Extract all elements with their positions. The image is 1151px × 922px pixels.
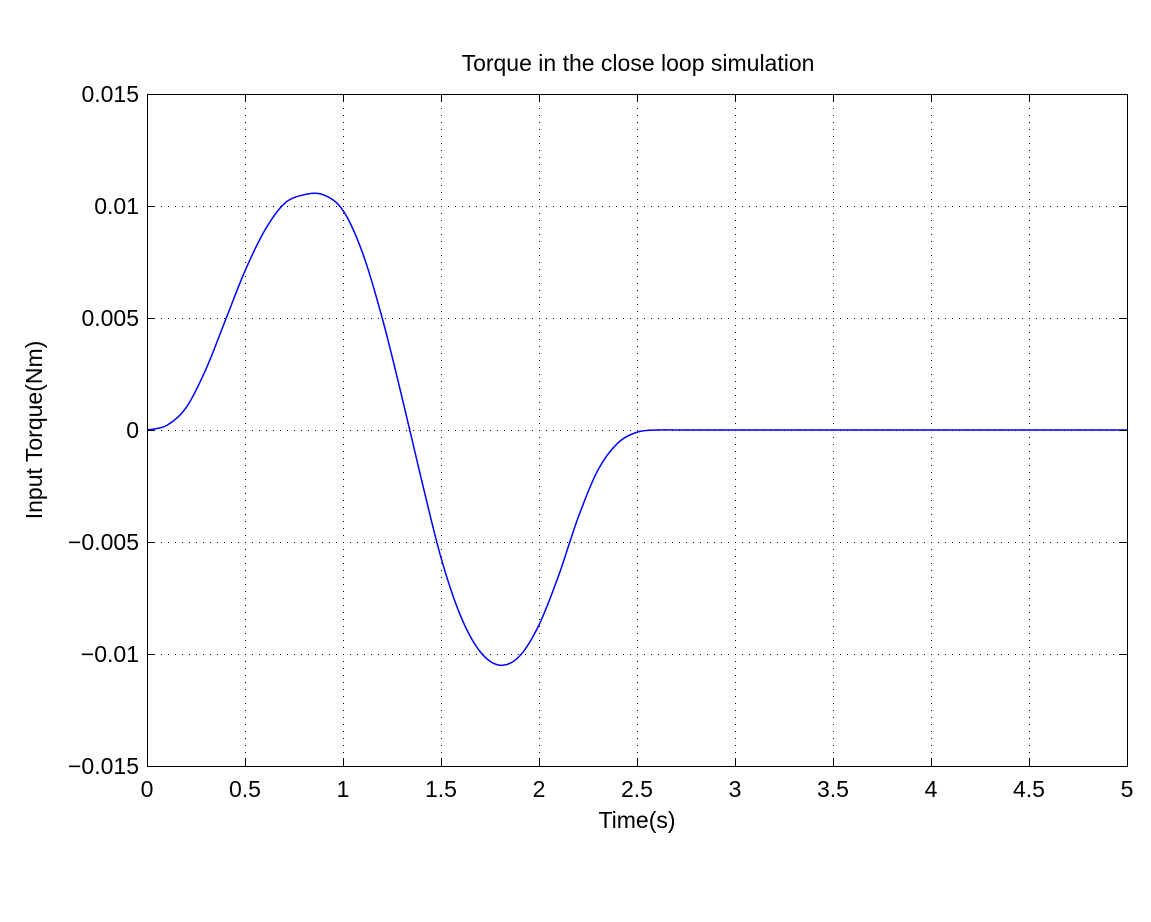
x-tick-label: 5 — [1121, 776, 1134, 802]
axis-ticks — [147, 94, 1128, 767]
x-tick-label: 3.5 — [817, 776, 849, 802]
y-tick-label: −0.015 — [68, 753, 139, 779]
y-tick-label: −0.005 — [68, 529, 139, 555]
x-tick-label: 1 — [337, 776, 350, 802]
x-tick-label: 4 — [925, 776, 938, 802]
x-tick-label: 3 — [729, 776, 742, 802]
y-tick-label: 0.01 — [94, 193, 139, 219]
y-tick-labels: −0.015 −0.01 −0.005 0 0.005 0.01 0.015 — [68, 81, 139, 779]
torque-series-line — [146, 192, 1127, 667]
x-tick-label: 2 — [533, 776, 546, 802]
y-axis-title: Input Torque(Nm) — [21, 341, 47, 520]
y-tick-label: −0.01 — [81, 641, 139, 667]
x-tick-label: 1.5 — [425, 776, 457, 802]
x-tick-label: 2.5 — [621, 776, 653, 802]
plot-series-layer — [146, 192, 1127, 667]
x-tick-label: 0.5 — [229, 776, 261, 802]
x-tick-label: 4.5 — [1013, 776, 1045, 802]
y-tick-label: 0.005 — [81, 305, 139, 331]
x-tick-label: 0 — [141, 776, 154, 802]
x-tick-labels: 0 0.5 1 1.5 2 2.5 3 3.5 4 4.5 5 — [141, 776, 1134, 802]
y-tick-label: 0 — [126, 417, 139, 443]
chart-title: Torque in the close loop simulation — [462, 50, 815, 76]
x-axis-title: Time(s) — [598, 807, 675, 833]
y-tick-label: 0.015 — [81, 81, 139, 107]
